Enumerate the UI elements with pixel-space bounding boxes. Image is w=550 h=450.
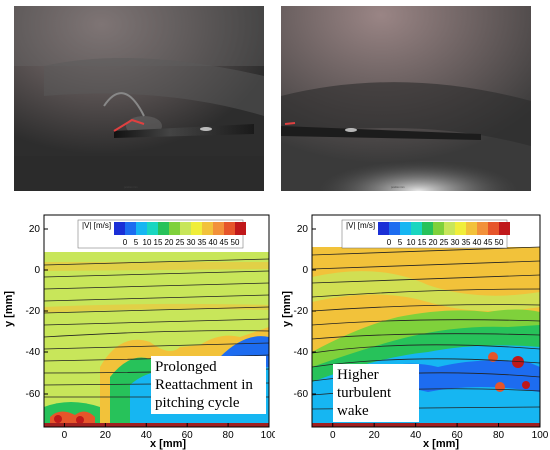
annotation-line: Prolonged [155, 359, 217, 375]
colorbar-label: 45 [484, 238, 493, 247]
colorbar-label: 40 [209, 238, 218, 247]
colorbar-swatch [411, 222, 422, 235]
colorbar-swatch [224, 222, 235, 235]
colorbar-swatch [455, 222, 466, 235]
photo-x-caption: position mm [391, 186, 405, 189]
y-tick-label: 0 [34, 265, 40, 276]
colorbar-label: 10 [143, 238, 152, 247]
colorbar-swatch [202, 222, 213, 235]
colorbar-legend: |V| [m/s] 0 5 10 15 20 25 30 35 40 45 50 [77, 219, 246, 249]
colorbar-label: 5 [134, 238, 139, 247]
colorbar-label: 35 [462, 238, 471, 247]
colorbar-swatch [158, 222, 169, 235]
annotation-right: Higher turbulent wake [333, 364, 419, 422]
piv-photo-right: position mm [281, 6, 531, 191]
plot-frame [311, 214, 541, 428]
x-tick-label: 100 [261, 430, 275, 441]
colorbar-swatch [389, 222, 400, 235]
x-tick-label: 80 [223, 430, 235, 441]
colorbar-label: 20 [165, 238, 174, 247]
colorbar-swatch [477, 222, 488, 235]
colorbar-swatch [499, 222, 510, 235]
colorbar-swatch [169, 222, 180, 235]
x-tick-label: 0 [330, 430, 336, 441]
colorbar-label: 25 [176, 238, 185, 247]
colorbar-label: 15 [418, 238, 427, 247]
colorbar-label: 15 [154, 238, 163, 247]
colorbar-swatch [136, 222, 147, 235]
x-axis-title: x [mm] [150, 438, 186, 450]
colorbar-swatch [213, 222, 224, 235]
x-tick-label: 60 [452, 430, 464, 441]
colorbar-label: 20 [429, 238, 438, 247]
piv-photo-left: position mm [14, 6, 264, 191]
colorbar-label: 45 [220, 238, 229, 247]
colorbar-swatch [114, 222, 125, 235]
annotation-line: pitching cycle [155, 395, 240, 411]
y-tick-label: 20 [297, 224, 309, 235]
legend-title: |V| [m/s] [346, 221, 375, 230]
y-tick-label: -40 [26, 347, 41, 358]
y-axis-title: y [mm] [3, 291, 15, 327]
y-axis-title: y [mm] [281, 291, 293, 327]
colorbar-label: 25 [440, 238, 449, 247]
colorbar-label: 5 [398, 238, 403, 247]
y-tick-label: -40 [294, 347, 309, 358]
x-tick-label: 20 [369, 430, 381, 441]
x-tick-label: 80 [493, 430, 505, 441]
photo-x-caption: position mm [124, 186, 138, 189]
colorbar-swatch [466, 222, 477, 235]
x-axis-title: x [mm] [423, 438, 459, 450]
y-tick-label: -20 [26, 306, 41, 317]
colorbar-label: 0 [123, 238, 128, 247]
colorbar-label: 40 [473, 238, 482, 247]
colorbar-swatch [488, 222, 499, 235]
x-tick-label: 40 [410, 430, 422, 441]
colorbar-label: 50 [495, 238, 504, 247]
colorbar-swatch [180, 222, 191, 235]
colorbar-swatch [422, 222, 433, 235]
colorbar-label: 50 [231, 238, 240, 247]
annotation-left: Prolonged Reattachment in pitching cycle [151, 356, 266, 414]
y-tick-label: 20 [29, 224, 41, 235]
colorbar-label: 10 [407, 238, 416, 247]
colorbar-label: 30 [451, 238, 460, 247]
annotation-line: wake [337, 403, 369, 419]
x-tick-label: 40 [141, 430, 153, 441]
annotation-line: Higher [337, 367, 379, 383]
colorbar-swatch [191, 222, 202, 235]
colorbar-swatch [125, 222, 136, 235]
y-tick-label: -60 [26, 389, 41, 400]
y-tick-label: -60 [294, 389, 309, 400]
colorbar-swatch [235, 222, 246, 235]
x-tick-label: 20 [100, 430, 112, 441]
colorbar-label: 30 [187, 238, 196, 247]
colorbar-label: 35 [198, 238, 207, 247]
x-tick-label: 0 [62, 430, 68, 441]
colorbar-swatch [444, 222, 455, 235]
y-tick-label: 0 [302, 265, 308, 276]
y-tick-label: -20 [294, 306, 309, 317]
annotation-line: Reattachment in [155, 377, 253, 393]
colorbar-swatch [400, 222, 411, 235]
colorbar-swatch [147, 222, 158, 235]
annotation-line: turbulent [337, 385, 392, 401]
colorbar-swatch [433, 222, 444, 235]
x-tick-label: 60 [182, 430, 194, 441]
legend-title: |V| [m/s] [82, 221, 111, 230]
x-tick-label: 100 [532, 430, 549, 441]
plot-frame [43, 214, 270, 428]
colorbar-label: 0 [387, 238, 392, 247]
colorbar-swatch [378, 222, 389, 235]
colorbar-legend: |V| [m/s] 0 5 10 15 20 25 30 35 40 45 50 [341, 219, 510, 249]
